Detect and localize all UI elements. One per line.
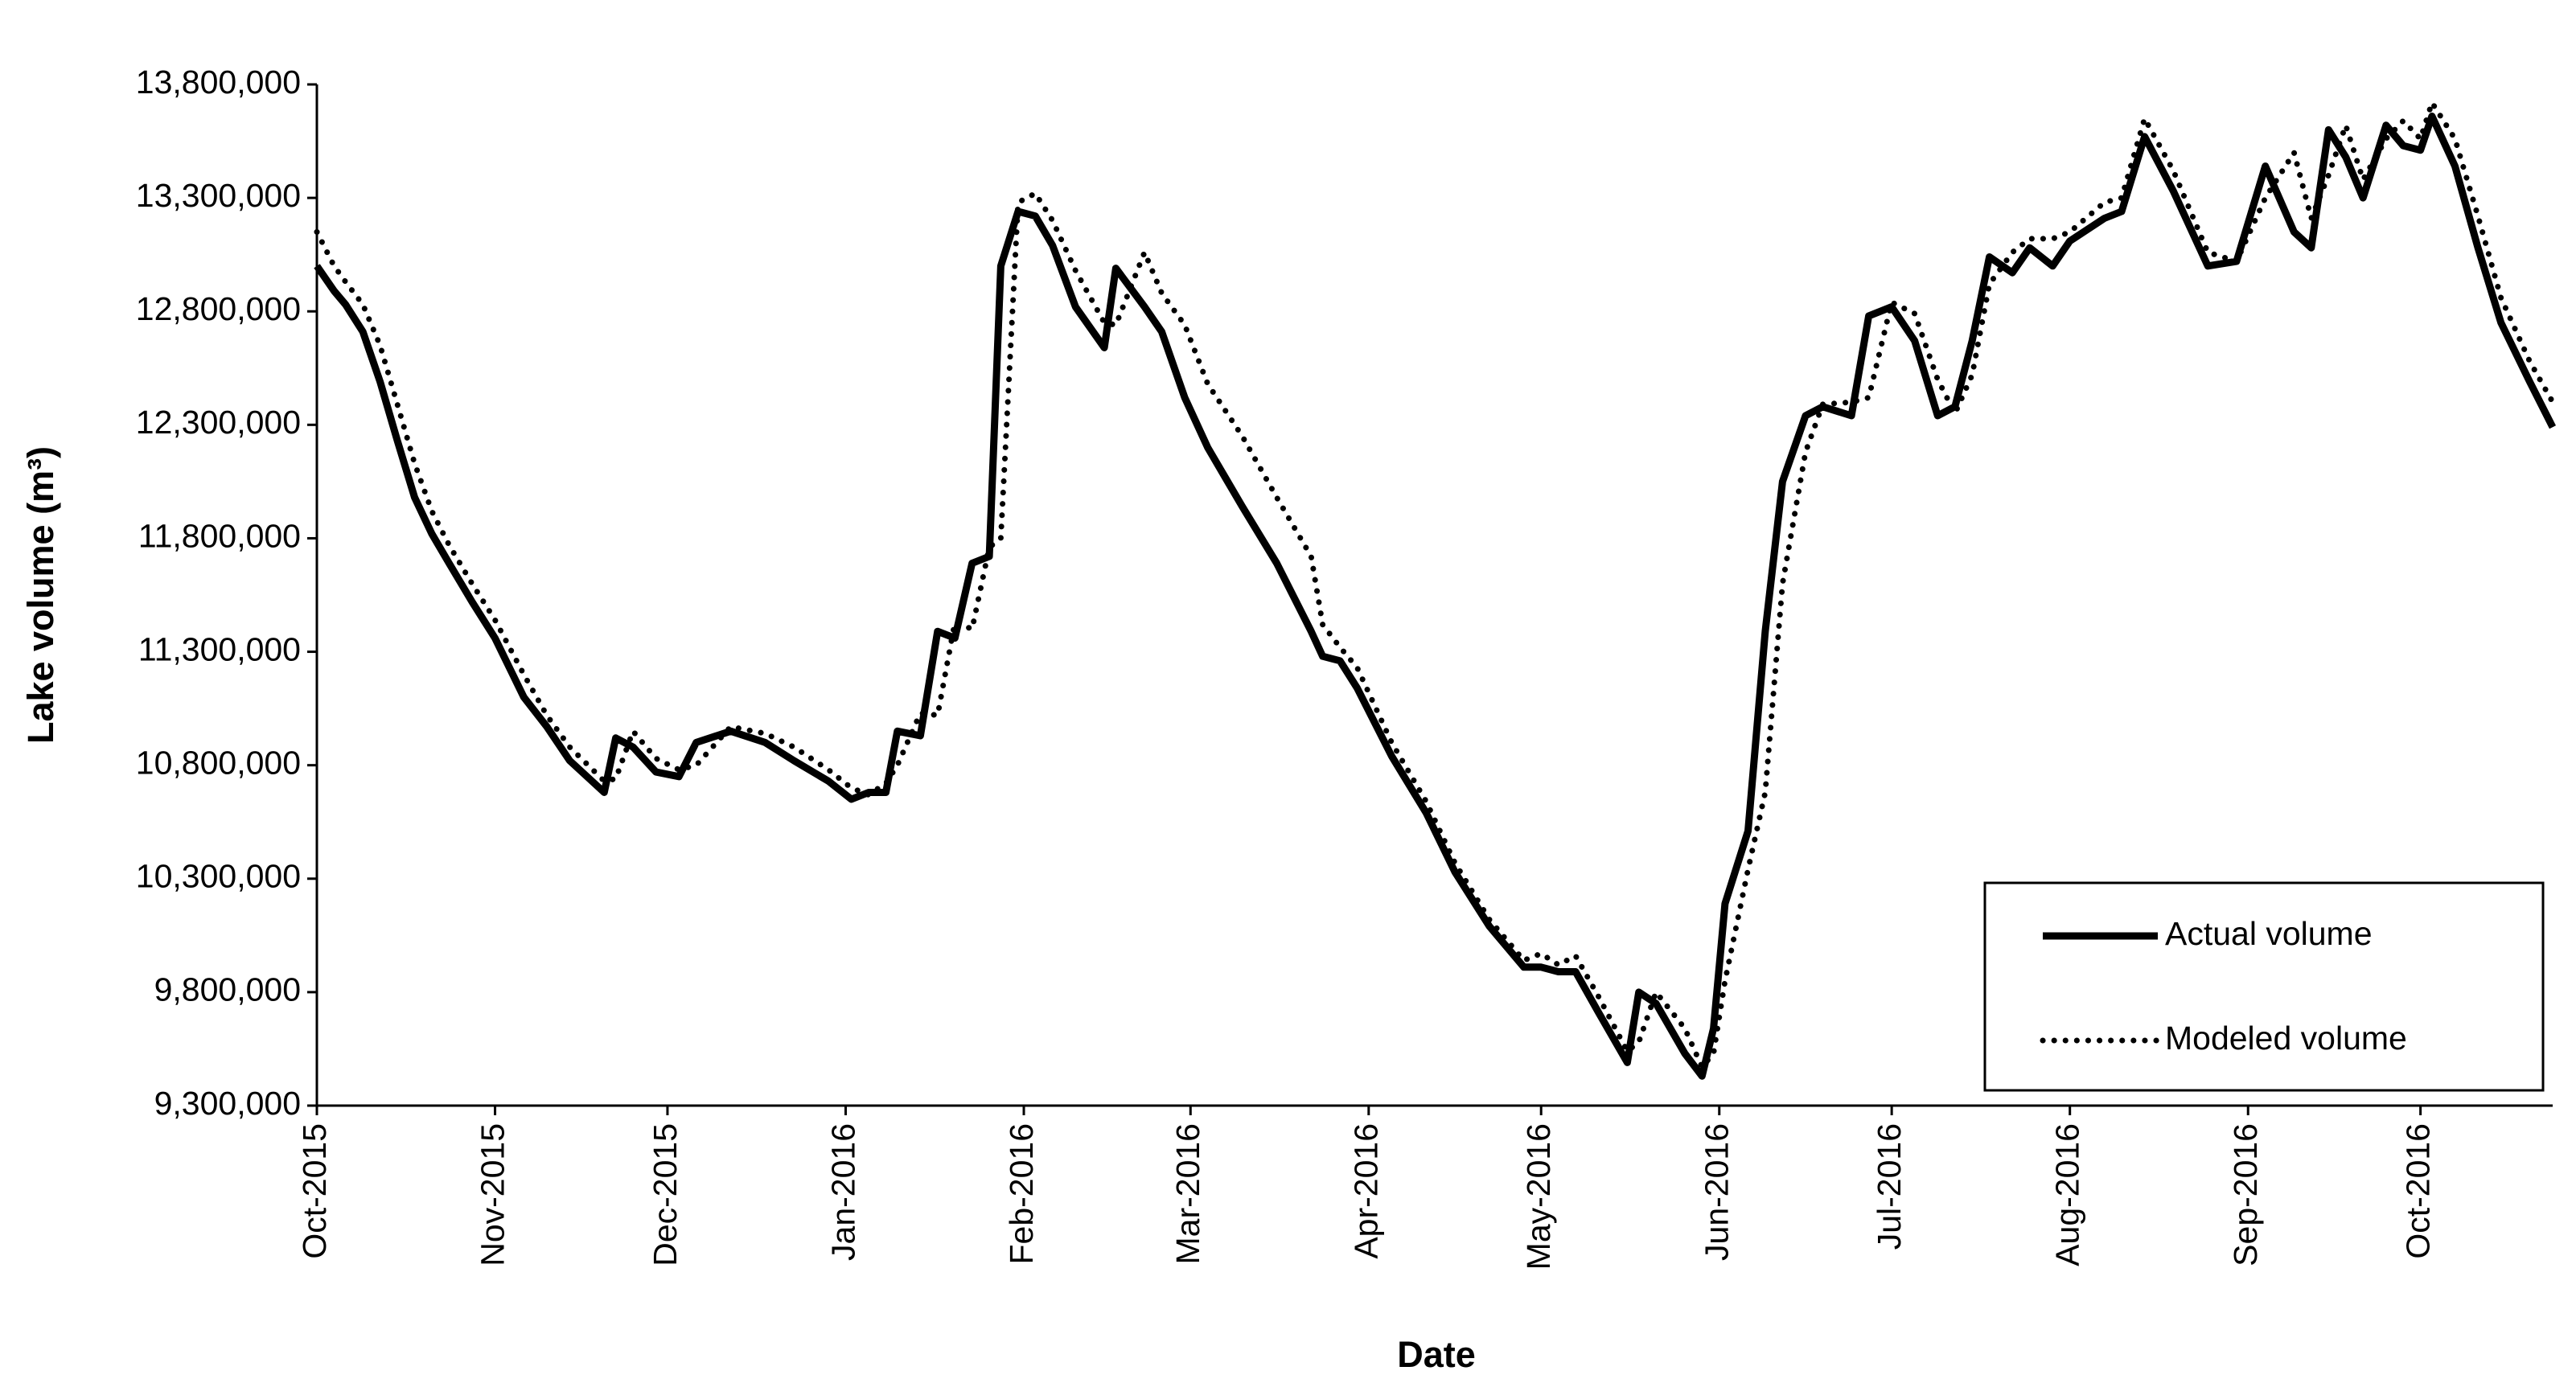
x-tick-label: Mar-2016 [1169, 1123, 1206, 1264]
y-tick-label: 12,800,000 [136, 290, 301, 327]
legend-label: Actual volume [2165, 915, 2373, 952]
y-tick-label: 9,300,000 [154, 1085, 301, 1122]
x-tick-label: Dec-2015 [647, 1123, 684, 1266]
x-tick-label: Nov-2015 [474, 1123, 511, 1266]
x-tick-label: Oct-2015 [296, 1123, 333, 1259]
x-tick-label: Jun-2016 [1699, 1123, 1736, 1261]
y-tick-label: 10,800,000 [136, 744, 301, 781]
x-tick-label: Jan-2016 [824, 1123, 861, 1261]
x-tick-label: Aug-2016 [2049, 1123, 2086, 1266]
series-line [314, 113, 2557, 1080]
x-axis-label: Date [1397, 1334, 1476, 1375]
y-axis-label: Lake volume (m³) [20, 446, 61, 744]
x-tick-label: Feb-2016 [1003, 1123, 1040, 1265]
y-tick-label: 10,300,000 [136, 858, 301, 895]
x-tick-label: Oct-2016 [2399, 1123, 2436, 1259]
x-tick-label: Sep-2016 [2227, 1123, 2264, 1266]
y-tick-label: 11,800,000 [138, 517, 301, 554]
x-tick-label: Apr-2016 [1348, 1123, 1385, 1259]
y-tick-label: 12,300,000 [136, 404, 301, 441]
legend-box [1983, 881, 2545, 1092]
y-tick-label: 13,300,000 [136, 177, 301, 214]
x-tick-label: May-2016 [1520, 1123, 1557, 1270]
legend-label: Modeled volume [2165, 1020, 2407, 1057]
y-tick-label: 9,800,000 [154, 971, 301, 1008]
y-tick-label: 11,300,000 [138, 630, 301, 667]
x-tick-label: Jul-2016 [1871, 1123, 1908, 1250]
series-line [314, 100, 2556, 1070]
y-tick-label: 13,800,000 [136, 64, 301, 101]
